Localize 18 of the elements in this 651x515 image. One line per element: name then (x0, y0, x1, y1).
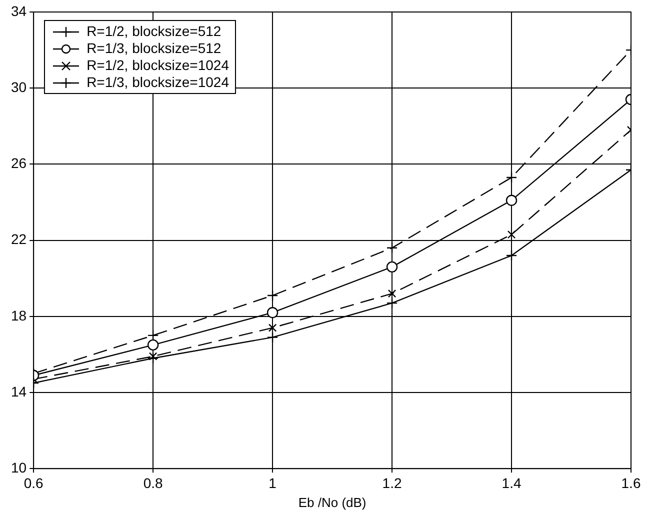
legend-label: R=1/3, blocksize=512 (86, 40, 222, 57)
y-tick-label: 18 (10, 307, 27, 324)
x-tick-label: 1.6 (621, 474, 641, 491)
y-tick-label: 26 (10, 155, 27, 172)
y-tick-label: 22 (10, 231, 27, 248)
legend-label: R=1/3, blocksize=1024 (86, 74, 229, 91)
y-tick-label: 30 (10, 78, 27, 95)
x-tick-label: 1.4 (502, 474, 522, 491)
x-tick-label: 1.2 (382, 474, 402, 491)
legend-label: R=1/2, blocksize=1024 (86, 57, 229, 74)
x-tick-label: 0.8 (143, 474, 163, 491)
x-axis-title: Eb /No (dB) (298, 494, 366, 510)
legend-label: R=1/2, blocksize=512 (86, 23, 222, 40)
x-tick-label: 1 (268, 474, 277, 491)
y-tick-label: 14 (10, 383, 27, 400)
x-tick-label: 0.6 (24, 474, 44, 491)
y-tick-label: 10 (10, 459, 27, 476)
y-tick-label: 34 (10, 2, 27, 19)
